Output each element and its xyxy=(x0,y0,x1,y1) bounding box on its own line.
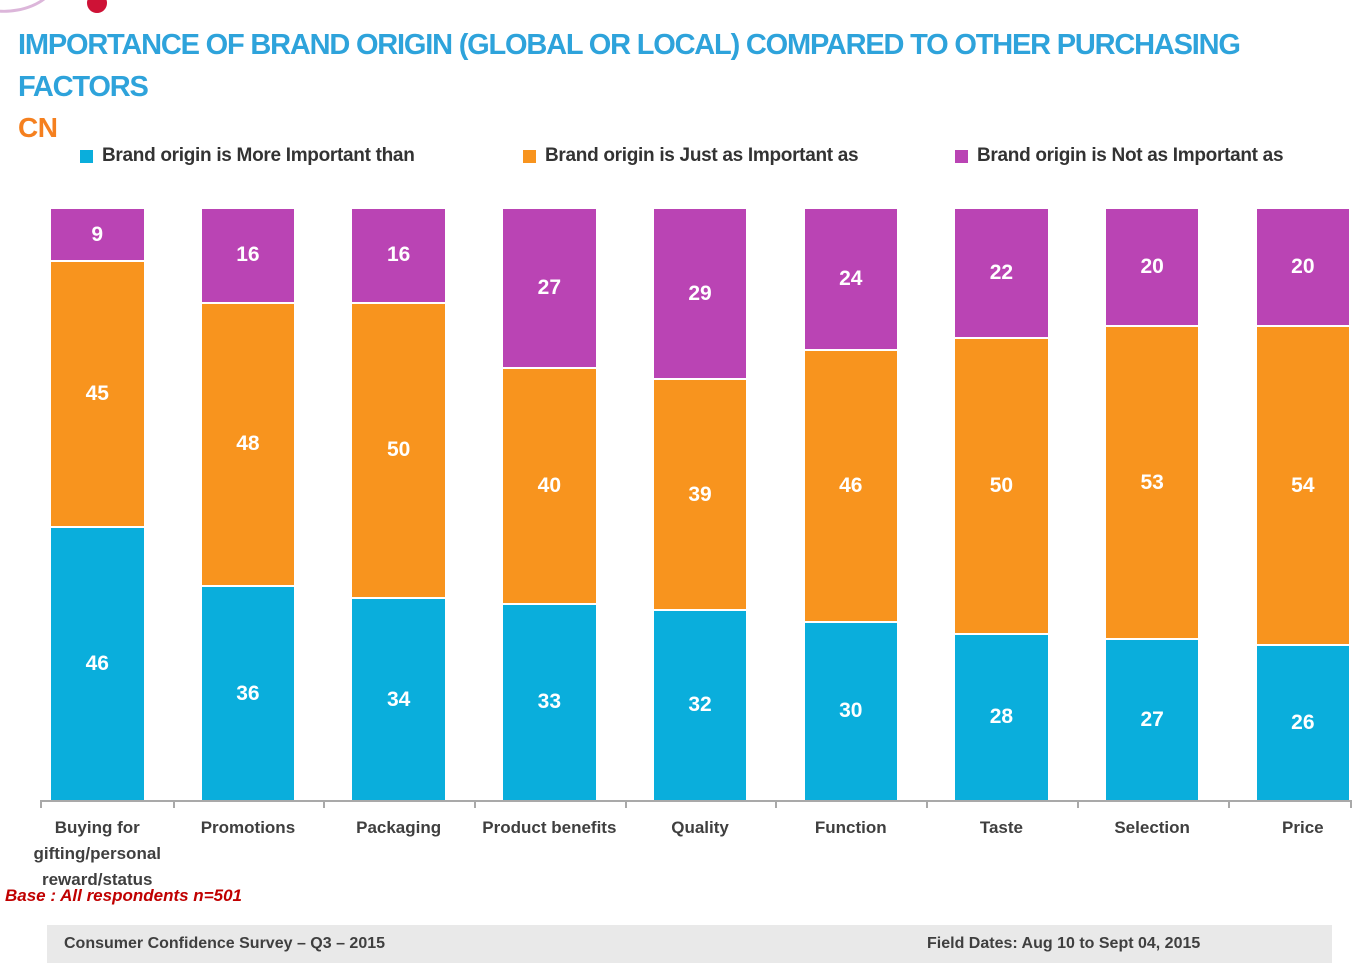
axis-tick xyxy=(474,802,476,808)
bar-value-label: 20 xyxy=(1140,255,1164,279)
chart-plot-area: 46 45 9 Buying for gifting/personal reward/… xyxy=(0,209,1352,889)
bar-value-label: 39 xyxy=(688,482,712,506)
bar-value-label: 26 xyxy=(1291,711,1315,735)
bar-value-label: 30 xyxy=(839,699,863,723)
base-note: Base : All respondents n=501 xyxy=(5,886,242,905)
bar-segment: 45 xyxy=(51,262,144,527)
legend-swatch-orange-icon xyxy=(523,149,536,163)
category-label: Price xyxy=(1282,818,1324,837)
axis-tick xyxy=(1076,802,1079,808)
footer-survey-name: Consumer Confidence Survey – Q3 – 2015 xyxy=(64,935,386,952)
legend-label: Brand origin is More Important than xyxy=(102,145,415,166)
category-label: Selection xyxy=(1114,818,1190,837)
logo-dot-icon xyxy=(87,0,107,13)
bar-segment: 54 xyxy=(1256,327,1350,645)
bar-segment: 27 xyxy=(503,209,596,367)
axis-tick xyxy=(775,802,778,808)
bar-value-label: 24 xyxy=(839,266,863,290)
bar-segment: 34 xyxy=(352,599,445,800)
bar-value-label: 53 xyxy=(1140,470,1164,494)
logo-arc-icon xyxy=(0,0,60,17)
bar-segment: 50 xyxy=(352,303,445,598)
legend-label: Brand origin is Just as Important as xyxy=(545,145,859,166)
axis-tick xyxy=(926,802,929,808)
category-label: Taste xyxy=(979,818,1024,837)
bar-value-label: 45 xyxy=(85,382,109,406)
bar-segment: 22 xyxy=(955,209,1048,338)
page-title-line1: IMPORTANCE OF BRAND ORIGIN (GLOBAL OR LO… xyxy=(18,29,1241,61)
legend-item-not-as-important: Brand origin is Not as Important as xyxy=(955,145,1284,167)
logo-fragment xyxy=(0,0,240,17)
bar-value-label: 34 xyxy=(386,687,411,711)
bar-segment: 30 xyxy=(804,622,897,800)
footer-field-dates: Field Dates: Aug 10 to Sept 04, 2015 xyxy=(927,935,1201,952)
bar-value-label: 27 xyxy=(1140,708,1164,732)
bar-value-label: 50 xyxy=(386,438,411,462)
axis-tick xyxy=(323,802,326,808)
bar-value-label: 16 xyxy=(386,243,411,267)
bar-value-label: 36 xyxy=(236,681,260,705)
bar-value-label: 40 xyxy=(537,473,562,497)
category-label: Function xyxy=(814,818,887,837)
bar-value-label: 50 xyxy=(989,473,1014,497)
bar-segment: 26 xyxy=(1256,646,1350,800)
category-label: Promotions xyxy=(200,818,296,837)
country-label: CN xyxy=(18,112,58,143)
bar-segment: 16 xyxy=(201,209,295,302)
bar-segment: 46 xyxy=(804,350,897,621)
bar-segment: 24 xyxy=(804,209,897,349)
bar-segment: 48 xyxy=(201,303,295,586)
page-title-line2: FACTORS xyxy=(18,71,149,103)
category-label: Packaging xyxy=(356,818,442,837)
bar-segment: 32 xyxy=(653,610,747,800)
bar-value-label: 20 xyxy=(1291,255,1315,279)
axis-tick xyxy=(624,802,627,808)
category-label: Product benefits xyxy=(482,818,617,837)
legend-swatch-magenta-icon xyxy=(955,149,968,163)
bar-segment: 28 xyxy=(955,634,1048,800)
bar-segment: 33 xyxy=(503,604,596,800)
category-label: Quality xyxy=(671,818,729,837)
bar-value-label: 46 xyxy=(85,652,109,676)
footer-bar: Consumer Confidence Survey – Q3 – 2015 F… xyxy=(47,925,1332,963)
category-label: Buying for gifting/personal reward/statu… xyxy=(33,818,162,889)
bar-segment: 16 xyxy=(352,209,445,302)
bar-value-label: 54 xyxy=(1291,473,1315,497)
bar-segment: 20 xyxy=(1256,209,1350,326)
bar-segment: 46 xyxy=(51,528,144,800)
bar-segment: 9 xyxy=(51,209,144,261)
legend-item-more-important: Brand origin is More Important than xyxy=(80,145,415,167)
bar-value-label: 27 xyxy=(537,275,562,299)
axis-tick xyxy=(1350,802,1352,808)
bar-segment: 27 xyxy=(1105,640,1199,800)
axis-tick xyxy=(40,802,42,808)
page-title: IMPORTANCE OF BRAND ORIGIN (GLOBAL OR LO… xyxy=(18,24,1352,108)
bar-value-label: 33 xyxy=(537,690,562,714)
bar-segment: 20 xyxy=(1105,209,1199,326)
bar-value-label: 29 xyxy=(688,281,712,305)
legend-swatch-blue-icon xyxy=(80,149,93,163)
bar-value-label: 46 xyxy=(839,473,863,497)
axis-tick xyxy=(172,802,175,808)
bar-segment: 40 xyxy=(503,368,596,603)
x-axis-line xyxy=(40,800,1352,802)
bar-value-label: 48 xyxy=(236,432,260,456)
legend-label: Brand origin is Not as Important as xyxy=(977,145,1284,166)
bar-value-label: 32 xyxy=(688,693,712,717)
bar-value-label: 16 xyxy=(236,243,260,267)
bar-segment: 36 xyxy=(201,587,295,800)
bar-segment: 39 xyxy=(653,380,747,609)
bar-value-label: 28 xyxy=(989,705,1014,729)
bar-value-label: 9 xyxy=(91,222,104,246)
axis-tick xyxy=(1227,802,1230,808)
bar-value-label: 22 xyxy=(989,261,1014,285)
bar-segment: 50 xyxy=(955,339,1048,633)
bar-segment: 29 xyxy=(653,209,747,379)
legend-item-just-as-important: Brand origin is Just as Important as xyxy=(523,145,859,167)
bar-segment: 53 xyxy=(1105,327,1199,639)
